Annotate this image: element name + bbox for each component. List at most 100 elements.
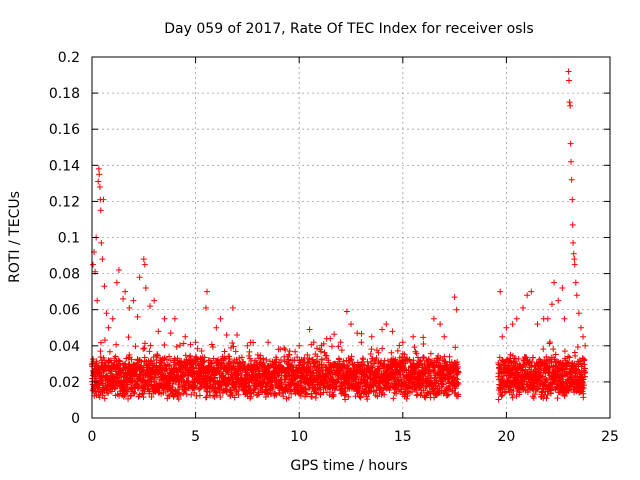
data-point bbox=[383, 321, 390, 328]
data-point bbox=[420, 340, 427, 347]
data-point bbox=[114, 391, 121, 398]
data-point bbox=[171, 315, 178, 322]
data-point bbox=[185, 377, 192, 384]
data-point bbox=[93, 375, 100, 382]
data-point bbox=[509, 321, 516, 328]
data-point bbox=[203, 394, 210, 401]
data-point bbox=[552, 351, 559, 358]
data-point bbox=[229, 340, 236, 347]
data-point bbox=[140, 394, 147, 401]
data-point bbox=[352, 372, 359, 379]
data-point bbox=[97, 348, 104, 355]
data-point bbox=[115, 357, 122, 364]
data-points bbox=[89, 68, 589, 403]
data-point bbox=[348, 321, 354, 328]
data-point bbox=[113, 341, 120, 348]
data-point bbox=[568, 176, 575, 183]
data-point bbox=[568, 158, 575, 165]
data-point bbox=[200, 363, 207, 370]
data-point bbox=[177, 342, 184, 349]
data-point bbox=[288, 390, 295, 397]
x-tick-label: 0 bbox=[88, 429, 97, 445]
data-point bbox=[120, 295, 127, 302]
data-point bbox=[214, 388, 221, 395]
data-point bbox=[499, 333, 506, 340]
data-point bbox=[277, 356, 284, 363]
data-point bbox=[196, 392, 203, 399]
data-point bbox=[437, 321, 444, 328]
data-point bbox=[246, 348, 253, 355]
data-point bbox=[379, 345, 386, 352]
data-point bbox=[559, 285, 566, 292]
data-point bbox=[321, 349, 328, 356]
data-point bbox=[229, 304, 236, 311]
data-point bbox=[203, 288, 210, 295]
data-point bbox=[227, 386, 234, 393]
data-point bbox=[285, 394, 292, 401]
data-point bbox=[360, 356, 367, 363]
data-point bbox=[234, 331, 241, 338]
data-point bbox=[141, 261, 148, 268]
data-point bbox=[151, 297, 158, 304]
data-point bbox=[161, 315, 168, 322]
data-point bbox=[314, 345, 321, 352]
data-point bbox=[570, 250, 577, 257]
data-point bbox=[100, 196, 107, 203]
data-point bbox=[141, 354, 148, 361]
data-point bbox=[94, 297, 101, 304]
data-point bbox=[97, 339, 104, 346]
data-point bbox=[318, 356, 325, 363]
x-axis-label: GPS time / hours bbox=[290, 458, 407, 474]
data-point bbox=[451, 294, 458, 301]
data-point bbox=[96, 369, 103, 376]
y-tick-label: 0 bbox=[71, 411, 80, 427]
y-tick-label: 0.02 bbox=[49, 375, 80, 391]
data-point bbox=[388, 349, 395, 356]
data-point bbox=[126, 360, 133, 367]
data-point bbox=[323, 352, 330, 359]
data-point bbox=[550, 346, 557, 353]
data-point bbox=[182, 333, 189, 340]
data-point bbox=[303, 386, 310, 393]
data-point bbox=[399, 339, 406, 346]
data-point bbox=[367, 350, 374, 357]
data-point bbox=[180, 340, 187, 347]
data-point bbox=[265, 339, 272, 346]
data-point bbox=[136, 274, 143, 281]
data-point bbox=[282, 346, 289, 353]
data-point bbox=[313, 358, 320, 365]
data-point bbox=[93, 358, 100, 365]
data-point bbox=[348, 353, 355, 360]
x-tick-label: 10 bbox=[290, 429, 308, 445]
data-point bbox=[246, 382, 253, 389]
x-tick-label: 25 bbox=[601, 429, 619, 445]
x-tick-label: 20 bbox=[497, 429, 515, 445]
data-point bbox=[130, 297, 137, 304]
data-point bbox=[194, 345, 201, 352]
data-point bbox=[101, 395, 108, 402]
data-point bbox=[109, 315, 116, 322]
data-point bbox=[121, 392, 128, 399]
data-point bbox=[105, 324, 112, 331]
data-point bbox=[215, 356, 222, 363]
data-point bbox=[390, 395, 397, 402]
x-tick-label: 15 bbox=[394, 429, 412, 445]
data-point bbox=[294, 354, 301, 361]
data-point bbox=[441, 353, 448, 360]
data-point bbox=[147, 358, 154, 365]
data-point bbox=[232, 348, 239, 355]
data-point bbox=[241, 361, 248, 368]
data-point bbox=[187, 341, 194, 348]
data-point bbox=[297, 392, 304, 399]
data-point bbox=[131, 389, 138, 396]
data-point bbox=[173, 343, 180, 350]
data-point bbox=[575, 310, 582, 317]
data-point bbox=[122, 288, 129, 295]
data-point bbox=[364, 358, 371, 365]
data-point bbox=[233, 388, 240, 395]
data-point bbox=[278, 379, 285, 386]
data-point bbox=[565, 77, 572, 84]
data-point bbox=[141, 340, 148, 347]
data-point bbox=[261, 389, 268, 396]
